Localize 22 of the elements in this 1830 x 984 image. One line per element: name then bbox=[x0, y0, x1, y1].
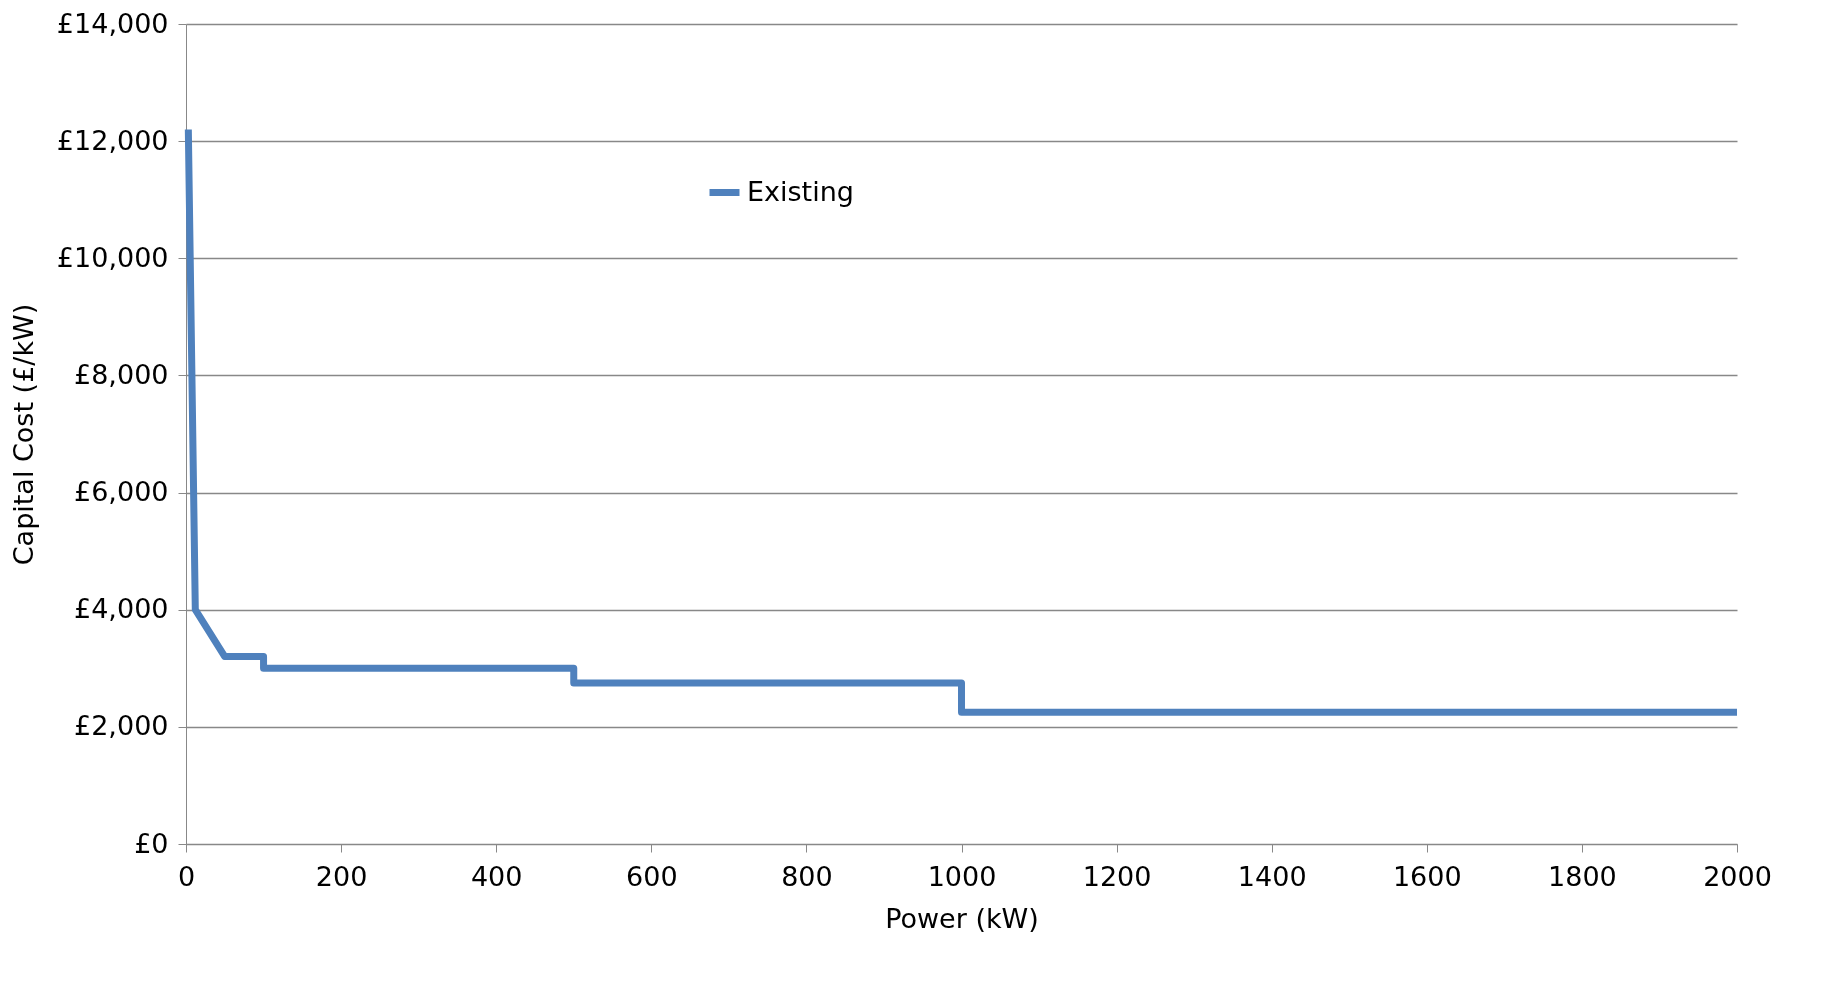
y-tick-label: £12,000 bbox=[56, 124, 169, 156]
x-tick-label: 2000 bbox=[1703, 860, 1772, 892]
x-tick-label: 1400 bbox=[1237, 860, 1307, 892]
y-tick-label: £8,000 bbox=[74, 358, 169, 390]
x-tick-label: 1800 bbox=[1548, 860, 1617, 892]
y-tick-label: £10,000 bbox=[56, 241, 169, 273]
x-tick-label: 200 bbox=[315, 860, 368, 892]
y-axis-title: Capital Cost (£/kW) bbox=[7, 303, 39, 566]
y-tick-label: £2,000 bbox=[74, 710, 169, 742]
y-tick-label: £4,000 bbox=[74, 593, 169, 625]
x-tick-label: 800 bbox=[781, 860, 833, 892]
x-tick-label: 1000 bbox=[927, 860, 997, 892]
y-tick-label: £6,000 bbox=[74, 476, 169, 508]
y-tick-label: £0 bbox=[134, 827, 169, 859]
x-tick-label: 1600 bbox=[1392, 860, 1462, 892]
x-tick-label: 400 bbox=[470, 860, 523, 892]
x-axis-title: Power (kW) bbox=[885, 902, 1039, 934]
x-tick-label: 0 bbox=[177, 860, 196, 892]
legend-label: Existing bbox=[747, 175, 854, 207]
y-tick-label: £14,000 bbox=[56, 7, 169, 39]
x-tick-label: 1200 bbox=[1082, 860, 1152, 892]
x-tick-label: 600 bbox=[626, 860, 678, 892]
